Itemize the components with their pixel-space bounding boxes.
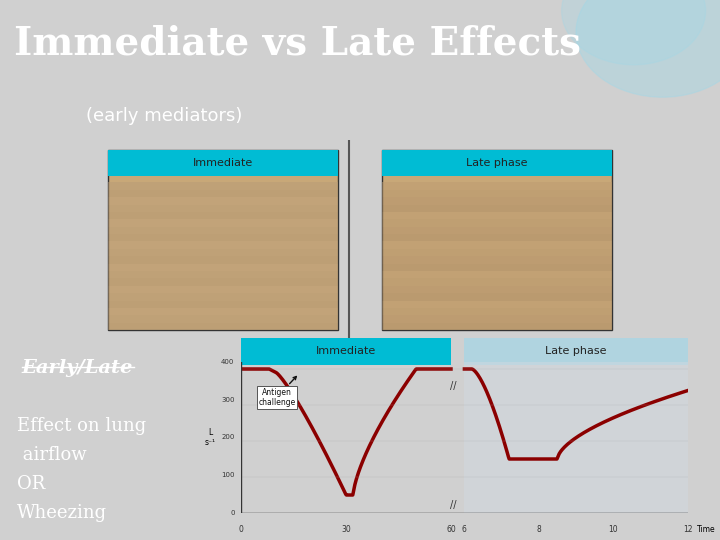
Text: Effect on lung
 airflow
OR
Wheezing: Effect on lung airflow OR Wheezing [17,417,147,523]
Bar [382,301,612,308]
Bar [382,150,612,330]
Text: 200: 200 [221,434,235,441]
Bar [108,308,338,315]
Bar [464,362,688,513]
Bar [382,308,612,315]
Bar [464,338,688,364]
Bar [108,219,338,227]
Text: 10: 10 [608,525,618,534]
Text: Immediate: Immediate [316,346,377,356]
Text: 0: 0 [230,510,235,516]
Bar [382,279,612,286]
Bar [108,190,338,197]
Bar [108,271,338,279]
Bar [108,315,338,323]
Bar [241,338,451,364]
Bar [108,279,338,286]
Text: //: // [450,500,456,510]
Bar [108,227,338,234]
Bar [108,286,338,293]
Text: Immediate vs Late Effects: Immediate vs Late Effects [14,25,582,63]
Bar [382,227,612,234]
Bar [108,150,338,177]
Bar [382,197,612,205]
Bar [382,286,612,293]
Bar [382,219,612,227]
Bar [108,150,338,330]
Bar [382,256,612,264]
Text: 60: 60 [446,525,456,534]
Text: //: // [450,381,456,390]
Bar [108,301,338,308]
Bar [382,293,612,301]
Text: 300: 300 [221,396,235,403]
Text: Antigen
challenge: Antigen challenge [258,376,297,407]
Bar [382,264,612,271]
Text: 6: 6 [462,525,467,534]
Text: Time: Time [696,525,715,534]
Text: Late phase: Late phase [545,346,607,356]
Text: Early/Late: Early/Late [22,360,133,377]
Text: 30: 30 [341,525,351,534]
Text: 100: 100 [221,472,235,478]
Bar [382,323,612,330]
Text: L
s⁻¹: L s⁻¹ [204,428,215,447]
Text: 0: 0 [239,525,243,534]
Bar [108,212,338,219]
Text: 8: 8 [536,525,541,534]
Bar [108,183,338,190]
Bar [382,212,612,219]
Text: 12: 12 [683,525,693,534]
Circle shape [562,0,706,65]
Bar [382,183,612,190]
Text: Immediate: Immediate [193,158,253,168]
Bar [382,150,612,177]
Bar [382,249,612,256]
Bar [108,197,338,205]
Bar [382,241,612,249]
Text: (early mediators): (early mediators) [86,107,243,125]
Bar [382,190,612,197]
Bar [382,234,612,241]
Bar [108,323,338,330]
Bar [108,234,338,241]
Bar [108,205,338,212]
Bar [382,271,612,279]
Text: Late phase: Late phase [466,158,528,168]
Bar [108,241,338,249]
Bar [108,249,338,256]
Bar [108,293,338,301]
Circle shape [576,0,720,97]
Text: 400: 400 [221,359,235,365]
Bar [108,256,338,264]
Bar [382,315,612,323]
Bar [108,264,338,271]
Bar [382,205,612,212]
